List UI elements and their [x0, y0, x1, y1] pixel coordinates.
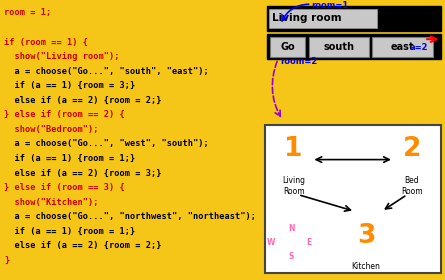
FancyBboxPatch shape: [267, 34, 441, 59]
Text: W: W: [267, 238, 275, 247]
Text: 3: 3: [357, 223, 375, 249]
Text: a = choose("Go...", "west", "south");: a = choose("Go...", "west", "south");: [4, 139, 209, 148]
FancyBboxPatch shape: [269, 9, 377, 28]
FancyBboxPatch shape: [265, 125, 441, 273]
Text: room = 1;: room = 1;: [4, 8, 52, 17]
Text: south: south: [324, 42, 354, 52]
Text: room=2: room=2: [280, 57, 318, 66]
Text: } else if (room == 2) {: } else if (room == 2) {: [4, 110, 125, 119]
Text: else if (a == 2) {room = 2;}: else if (a == 2) {room = 2;}: [4, 241, 162, 250]
Text: S: S: [289, 252, 294, 261]
Text: }: }: [4, 256, 10, 265]
Text: 2: 2: [402, 136, 421, 162]
Text: E: E: [307, 238, 312, 247]
Text: room=1: room=1: [312, 1, 349, 10]
Text: a=2: a=2: [409, 43, 428, 52]
FancyBboxPatch shape: [309, 37, 369, 57]
Text: show("Kitchen");: show("Kitchen");: [4, 198, 99, 207]
FancyBboxPatch shape: [267, 6, 441, 31]
Text: N: N: [288, 224, 295, 233]
Text: if (room == 1) {: if (room == 1) {: [4, 38, 89, 46]
Text: if (a == 1) {room = 1;}: if (a == 1) {room = 1;}: [4, 154, 136, 163]
Text: else if (a == 2) {room = 2;}: else if (a == 2) {room = 2;}: [4, 96, 162, 105]
Text: show("Bedroom");: show("Bedroom");: [4, 125, 99, 134]
Text: if (a == 1) {room = 3;}: if (a == 1) {room = 3;}: [4, 81, 136, 90]
Text: Kitchen: Kitchen: [352, 262, 380, 271]
Text: else if (a == 2) {room = 3;}: else if (a == 2) {room = 3;}: [4, 169, 162, 178]
Text: Go: Go: [280, 42, 295, 52]
FancyBboxPatch shape: [270, 37, 305, 57]
Text: 1: 1: [284, 136, 303, 162]
Text: east: east: [391, 42, 414, 52]
Text: a = choose("Go...", "south", "east");: a = choose("Go...", "south", "east");: [4, 67, 209, 76]
Text: Bed
Room: Bed Room: [401, 176, 422, 196]
Text: Living room: Living room: [272, 13, 342, 23]
Text: show("Living room");: show("Living room");: [4, 52, 120, 61]
Text: } else if (room == 3) {: } else if (room == 3) {: [4, 183, 125, 192]
Text: if (a == 1) {room = 1;}: if (a == 1) {room = 1;}: [4, 227, 136, 236]
Text: a = choose("Go...", "northwest", "northeast");: a = choose("Go...", "northwest", "northe…: [4, 212, 256, 221]
Text: Living
Room: Living Room: [282, 176, 305, 196]
FancyBboxPatch shape: [372, 37, 433, 57]
